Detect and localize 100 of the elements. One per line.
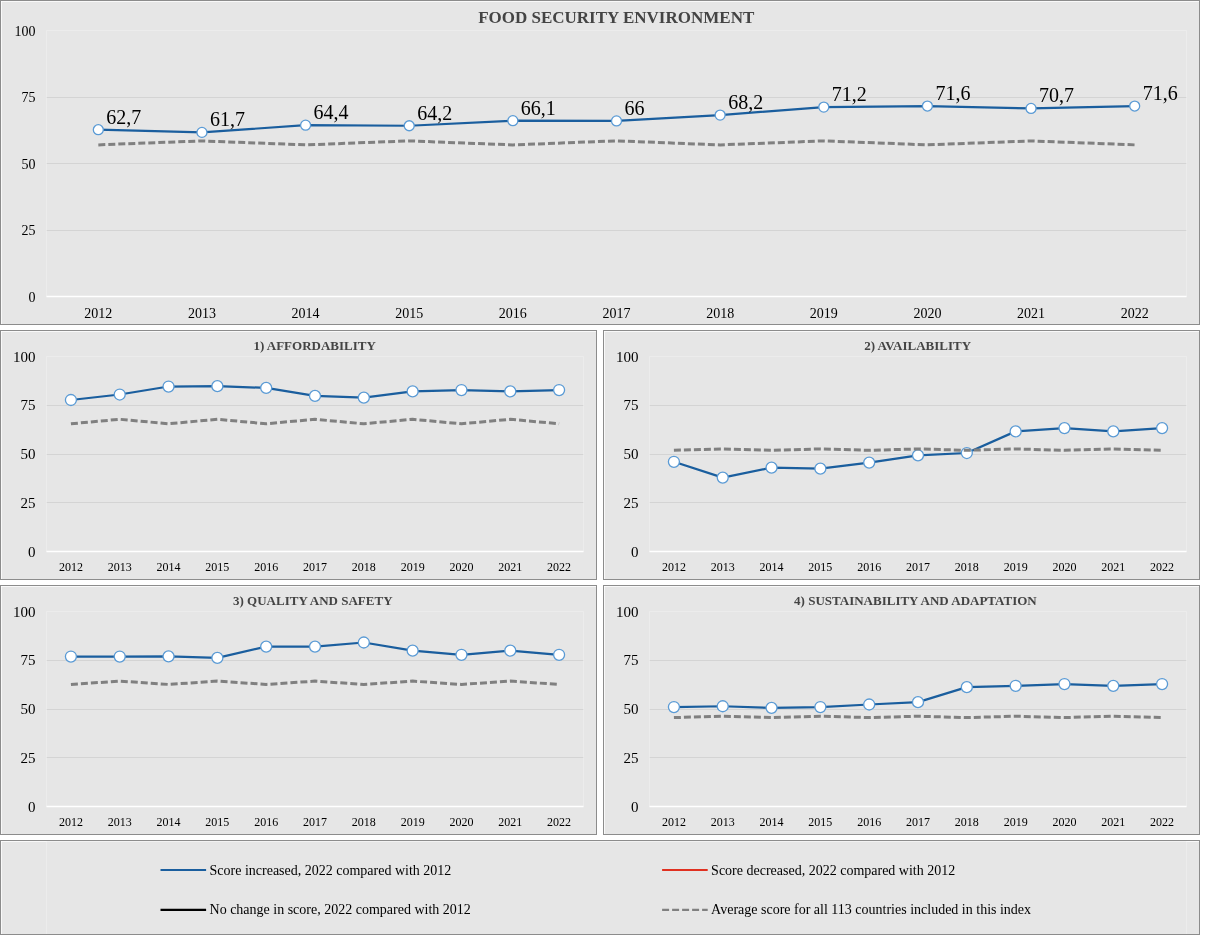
y-tick-label: 75	[20, 397, 36, 414]
x-tick-label: 2015	[205, 559, 230, 574]
y-tick-label: 50	[21, 156, 36, 172]
y-tick-label: 100	[13, 348, 36, 365]
y-tick-label: 50	[623, 701, 639, 717]
chart-title: 4) SUSTAINABILITY AND ADAPTATION	[794, 592, 1038, 608]
y-tick-label: 25	[20, 494, 36, 511]
y-tick-label: 100	[616, 348, 639, 365]
x-tick-label: 2021	[1017, 305, 1046, 321]
x-tick-label: 2019	[1003, 814, 1028, 829]
chart-title: 1) AFFORDABILITY	[253, 337, 377, 353]
y-tick-label: 50	[20, 446, 36, 462]
legend-label: Score decreased, 2022 compared with 2012	[711, 862, 956, 878]
x-tick-label: 2013	[107, 814, 132, 829]
x-tick-label: 2018	[954, 559, 979, 574]
data-label: 66,1	[520, 96, 556, 119]
y-tick-label: 100	[13, 603, 36, 620]
x-tick-label: 2013	[710, 814, 735, 829]
y-tick-label: 25	[21, 223, 36, 238]
data-label: 70,7	[1039, 84, 1075, 107]
x-tick-label: 2017	[303, 559, 327, 574]
data-label: 64,4	[313, 101, 349, 124]
x-tick-label: 2014	[759, 559, 784, 574]
x-tick-label: 2019	[1003, 559, 1028, 574]
x-tick-label: 2016	[254, 814, 279, 829]
x-tick-label: 2022	[1150, 814, 1175, 829]
x-tick-label: 2018	[706, 305, 735, 321]
x-tick-label: 2015	[808, 559, 833, 574]
y-tick-label: 25	[623, 494, 639, 511]
data-label: 71,2	[831, 83, 867, 106]
x-tick-label: 2021	[498, 814, 523, 829]
x-tick-label: 2014	[759, 814, 784, 829]
y-tick-label: 0	[631, 798, 639, 815]
x-tick-label: 2020	[913, 305, 942, 321]
x-tick-label: 2020	[1052, 814, 1077, 829]
x-tick-label: 2015	[808, 814, 833, 829]
x-tick-label: 2017	[906, 814, 930, 829]
x-tick-label: 2021	[498, 559, 523, 574]
y-tick-label: 75	[623, 397, 639, 414]
x-tick-label: 2013	[710, 559, 735, 574]
x-tick-label: 2019	[400, 814, 425, 829]
chart-title: 3) QUALITY AND SAFETY	[233, 592, 394, 608]
x-tick-label: 2014	[291, 305, 320, 321]
x-tick-label: 2014	[156, 814, 181, 829]
y-tick-label: 50	[20, 701, 36, 717]
data-label: 62,7	[106, 105, 142, 128]
x-tick-label: 2016	[857, 814, 882, 829]
x-tick-label: 2018	[351, 814, 376, 829]
x-tick-label: 2022	[1120, 305, 1149, 321]
y-tick-label: 25	[623, 749, 639, 766]
x-tick-label: 2020	[449, 559, 474, 574]
y-tick-label: 75	[20, 652, 36, 669]
x-tick-label: 2019	[809, 305, 838, 321]
x-tick-label: 2020	[449, 814, 474, 829]
y-tick-label: 100	[14, 23, 36, 39]
x-tick-label: 2017	[602, 305, 631, 321]
x-tick-label: 2016	[498, 305, 527, 321]
x-tick-label: 2016	[254, 559, 279, 574]
y-tick-label: 0	[631, 543, 639, 560]
x-tick-label: 2015	[395, 305, 424, 321]
x-tick-label: 2014	[156, 559, 181, 574]
x-tick-label: 2012	[661, 814, 686, 829]
x-tick-label: 2018	[351, 559, 376, 574]
legend-label: Score increased, 2022 compared with 2012	[209, 862, 452, 878]
x-tick-label: 2012	[661, 559, 686, 574]
x-tick-label: 2021	[1101, 814, 1126, 829]
data-label: 61,7	[209, 108, 245, 131]
chart-title: FOOD SECURITY ENVIRONMENT	[478, 7, 755, 27]
y-tick-label: 75	[21, 90, 36, 105]
chart-title: 2) AVAILABILITY	[864, 337, 972, 353]
x-tick-label: 2019	[400, 559, 425, 574]
x-tick-label: 2013	[187, 305, 216, 321]
x-tick-label: 2022	[1150, 559, 1175, 574]
legend-label: No change in score, 2022 compared with 2012	[209, 902, 471, 918]
y-tick-label: 50	[623, 446, 639, 462]
legend-label: Average score for all 113 countries included in this index	[711, 902, 1032, 918]
x-tick-label: 2015	[205, 814, 230, 829]
data-label: 71,6	[935, 82, 971, 105]
x-tick-label: 2013	[107, 559, 132, 574]
y-tick-label: 100	[616, 603, 639, 620]
x-tick-label: 2012	[58, 559, 83, 574]
x-tick-label: 2017	[906, 559, 930, 574]
x-tick-label: 2012	[58, 814, 83, 829]
x-tick-label: 2012	[84, 305, 113, 321]
data-label: 64,2	[417, 101, 453, 124]
data-label: 66	[624, 96, 645, 119]
data-label: 71,6	[1142, 82, 1178, 105]
x-tick-label: 2017	[303, 814, 327, 829]
y-tick-label: 0	[28, 798, 36, 815]
x-tick-label: 2022	[547, 559, 572, 574]
x-tick-label: 2016	[857, 559, 882, 574]
x-tick-label: 2021	[1101, 559, 1126, 574]
x-tick-label: 2018	[954, 814, 979, 829]
y-tick-label: 75	[623, 652, 639, 669]
y-tick-label: 25	[20, 749, 36, 766]
y-tick-label: 0	[28, 543, 36, 560]
x-tick-label: 2022	[547, 814, 572, 829]
y-tick-label: 0	[28, 289, 36, 305]
x-tick-label: 2020	[1052, 559, 1077, 574]
data-label: 68,2	[728, 91, 764, 114]
